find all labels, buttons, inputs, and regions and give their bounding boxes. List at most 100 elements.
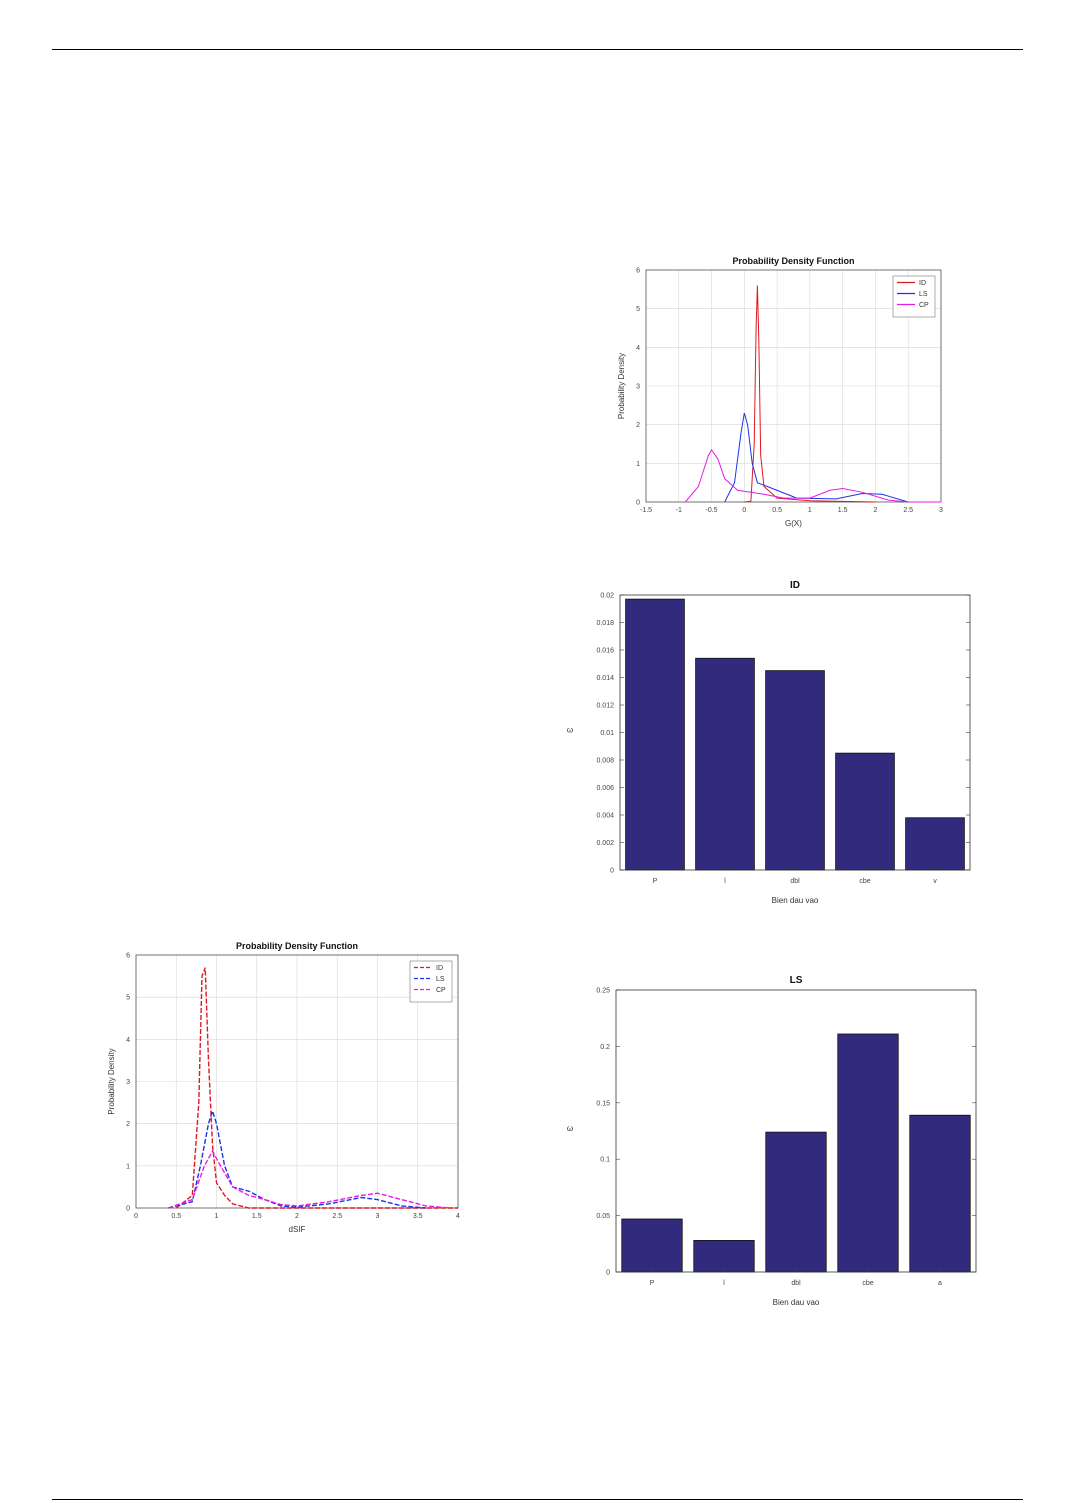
x-tick-label: 2.5 [903,507,913,514]
x-tick-label: 0 [134,1213,138,1220]
bar-a [909,1114,971,1273]
x-tick-label: 3 [939,507,943,514]
y-tick-label: 5 [126,995,130,1002]
x-tick-label: cbe [859,878,870,885]
y-tick-label: 3 [636,384,640,391]
y-tick-label: 0.002 [596,840,614,847]
legend-label-cp: CP [436,987,446,994]
y-tick-label: 0.02 [600,593,614,600]
x-tick-label: cbe [862,1280,873,1287]
y-tick-label: 0 [126,1206,130,1213]
plot-frame [615,989,977,1273]
y-tick-label: 0.004 [596,813,614,820]
pdf-chart-gx: -1.5 -1 -0.5 0 0.5 1 1.5 2 2.5 3 0 1 2 3 4 5 6 Probabilit… [610,250,960,535]
legend-label-id: ID [919,280,926,287]
x-tick-label: v [933,878,937,885]
chart-title: LS [790,975,803,986]
y-tick-label: 0 [610,868,614,875]
series-line-ls [168,1108,426,1209]
y-tick-label: 0.2 [600,1044,610,1051]
y-tick-label: 0.15 [596,1100,610,1107]
legend-label-id: ID [436,965,443,972]
x-tick-label: 3 [376,1213,380,1220]
x-tick-label: 0.5 [171,1213,181,1220]
y-tick-label: 0.05 [596,1213,610,1220]
bar-dbl [765,1131,827,1273]
y-axis-label: ω [567,1124,573,1133]
y-tick-label: 0.014 [596,675,614,682]
bar-cbe [835,752,895,871]
y-tick-label: 0.25 [596,988,610,995]
x-tick-label: 1 [808,507,812,514]
pdf-chart-dsif-svg: 0 0.5 1 1.5 2 2.5 3 3.5 4 0 1 2 3 4 5 6 Probability Dens… [107,941,460,1234]
x-tick-label: l [724,878,726,885]
y-axis-label: Probability Density [107,1048,116,1114]
plot-frame [645,269,942,503]
y-tick-label: 0.012 [596,703,614,710]
x-tick-label: P [650,1280,655,1287]
x-tick-label: 2 [873,507,877,514]
x-tick-label: -1 [676,507,682,514]
y-axis-label: ω [567,726,573,735]
chart-title: ID [790,580,800,591]
bar-l [693,1240,755,1273]
legend-label-ls: LS [919,291,928,298]
x-tick-label: dbl [791,1280,801,1287]
y-tick-label: 0.1 [600,1157,610,1164]
x-tick-label: 1.5 [838,507,848,514]
y-tick-label: 1 [636,461,640,468]
y-tick-label: 0.006 [596,785,614,792]
chart-title: Probability Density Function [236,941,358,951]
x-tick-label: -1.5 [640,507,652,514]
y-tick-label: 0.008 [596,758,614,765]
series-line-cp [684,448,941,503]
x-tick-label: 4 [456,1213,460,1220]
pdf-chart-gx-svg: -1.5 -1 -0.5 0 0.5 1 1.5 2 2.5 3 0 1 2 3 4 5 6 Probabilit… [617,256,943,528]
x-tick-label: 2 [295,1213,299,1220]
series-line-cp [167,1149,450,1209]
x-tick-label: 2.5 [332,1213,342,1220]
x-axis-label: dSIF [289,1225,306,1234]
bar-cbe [837,1033,899,1273]
y-tick-label: 0.016 [596,648,614,655]
bar-dbl [765,670,825,871]
x-tick-label: -0.5 [706,507,718,514]
y-tick-label: 3 [126,1079,130,1086]
bar-v [905,817,965,871]
y-tick-label: 4 [126,1037,130,1044]
y-tick-label: 5 [636,306,640,313]
y-tick-label: 2 [126,1121,130,1128]
series-line-ls [724,412,941,503]
chart-title: Probability Density Function [732,256,854,266]
x-tick-label: 3.5 [413,1213,423,1220]
x-tick-label: 1.5 [252,1213,262,1220]
y-tick-label: 1 [126,1163,130,1170]
x-tick-label: dbl [790,878,800,885]
y-tick-label: 6 [126,953,130,960]
y-tick-label: 4 [636,345,640,352]
x-tick-label: a [938,1280,942,1287]
y-tick-label: 0 [636,500,640,507]
x-tick-label: l [723,1280,725,1287]
x-tick-label: 1 [215,1213,219,1220]
y-tick-label: 6 [636,268,640,275]
series-line-id [744,285,876,503]
y-axis-label: Probability Density [617,353,626,419]
x-tick-label: 0 [742,507,746,514]
legend-label-cp: CP [919,302,929,309]
x-tick-label: P [653,878,658,885]
bar-p [625,598,685,871]
legend-label-ls: LS [436,976,445,983]
y-tick-label: 2 [636,422,640,429]
footer-rule [52,1499,1023,1500]
y-tick-label: 0.01 [600,730,614,737]
pdf-chart-dsif: 0 0.5 1 1.5 2 2.5 3 3.5 4 0 1 2 3 4 5 6 Probability Dens… [100,930,470,1245]
bar-l [695,657,755,871]
header-rule [52,49,1023,50]
x-axis-label: Bien dau vao [772,896,819,905]
x-axis-label: G(X) [785,519,802,528]
